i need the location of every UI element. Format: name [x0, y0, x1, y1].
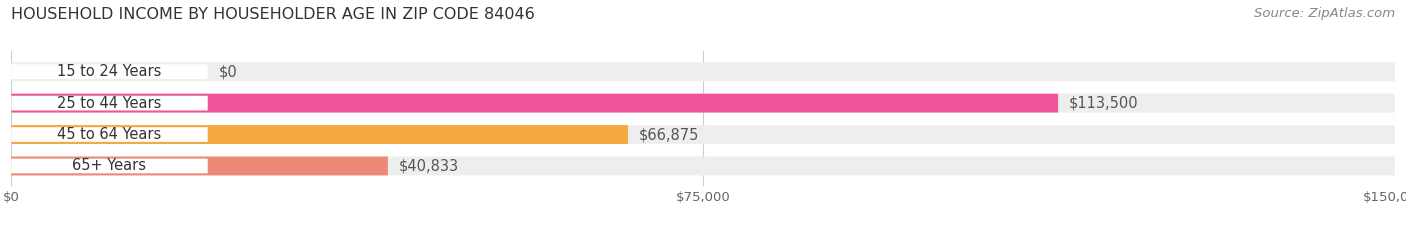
FancyBboxPatch shape [11, 96, 208, 110]
FancyBboxPatch shape [11, 64, 208, 79]
FancyBboxPatch shape [11, 62, 1395, 81]
FancyBboxPatch shape [11, 125, 628, 144]
Text: HOUSEHOLD INCOME BY HOUSEHOLDER AGE IN ZIP CODE 84046: HOUSEHOLD INCOME BY HOUSEHOLDER AGE IN Z… [11, 7, 536, 22]
FancyBboxPatch shape [11, 125, 1395, 144]
Text: $0: $0 [219, 64, 238, 79]
FancyBboxPatch shape [11, 94, 1395, 113]
Text: $66,875: $66,875 [640, 127, 700, 142]
FancyBboxPatch shape [11, 157, 388, 175]
Text: 65+ Years: 65+ Years [73, 158, 146, 174]
Text: $40,833: $40,833 [399, 158, 458, 174]
FancyBboxPatch shape [11, 94, 1059, 113]
FancyBboxPatch shape [11, 159, 208, 173]
Text: $113,500: $113,500 [1069, 96, 1139, 111]
Text: 15 to 24 Years: 15 to 24 Years [58, 64, 162, 79]
FancyBboxPatch shape [11, 127, 208, 142]
FancyBboxPatch shape [11, 157, 1395, 175]
Text: 25 to 44 Years: 25 to 44 Years [58, 96, 162, 111]
Text: Source: ZipAtlas.com: Source: ZipAtlas.com [1254, 7, 1395, 20]
Text: 45 to 64 Years: 45 to 64 Years [58, 127, 162, 142]
